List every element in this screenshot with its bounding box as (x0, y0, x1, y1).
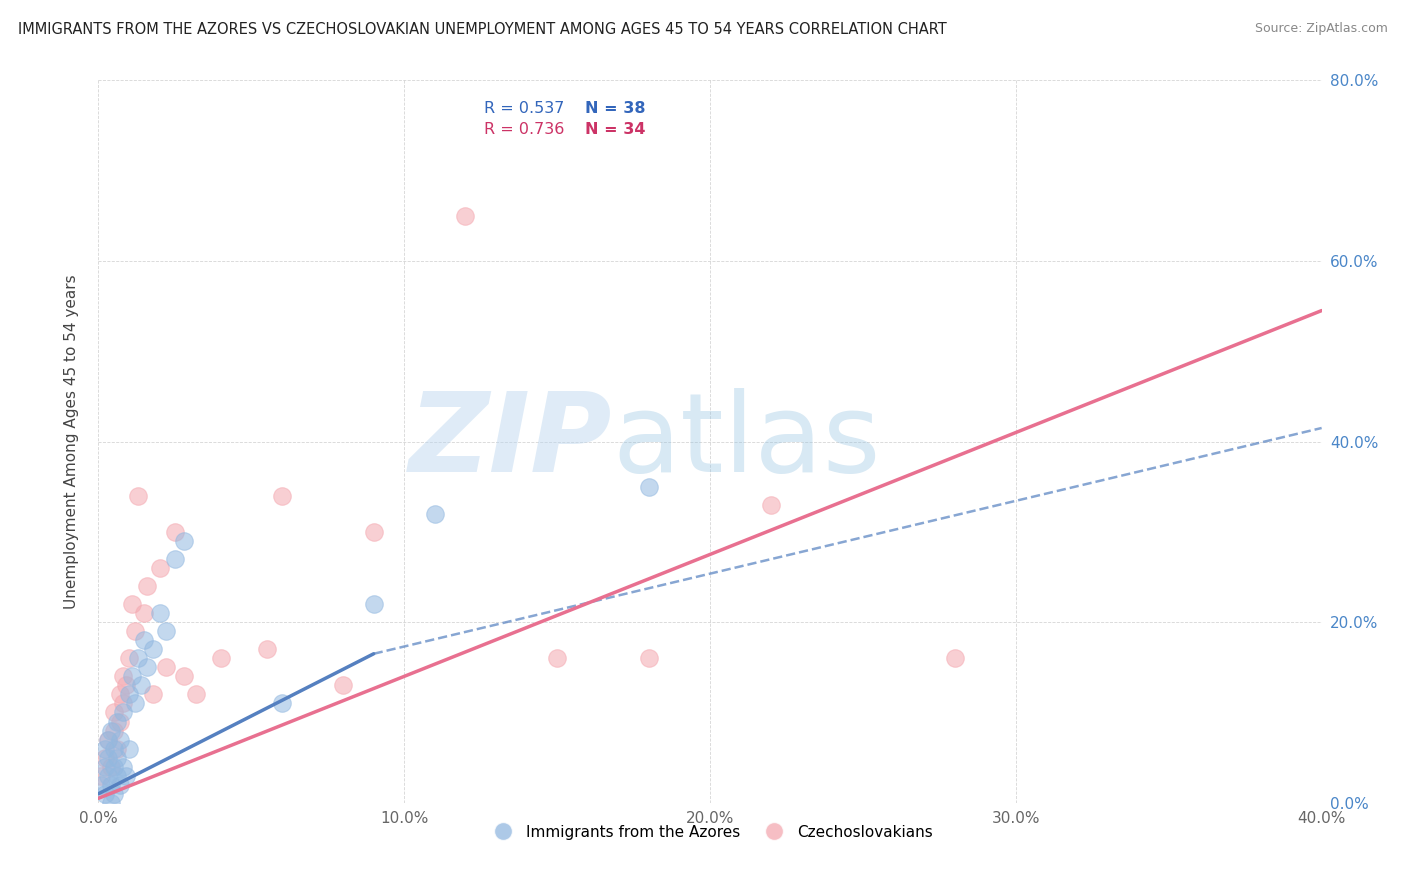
Point (454, 209, 477, 223)
Point (759, 498, 782, 512)
Point (100, 778, 122, 792)
Point (93, 760, 115, 774)
Point (149, 561, 172, 575)
Point (118, 687, 141, 701)
Point (121, 597, 143, 611)
Point (108, 778, 131, 792)
Text: Source: ZipAtlas.com: Source: ZipAtlas.com (1254, 22, 1388, 36)
Point (134, 633, 156, 648)
Point (270, 489, 292, 503)
Point (103, 787, 125, 801)
Point (111, 706, 134, 720)
Point (546, 651, 568, 665)
Point (121, 669, 143, 683)
Point (124, 624, 146, 639)
Point (129, 678, 152, 692)
Point (163, 552, 186, 566)
Point (105, 714, 128, 729)
Point (90, 769, 112, 783)
Point (93, 750, 115, 764)
Point (149, 606, 172, 620)
Point (97, 732, 120, 747)
Point (105, 741, 128, 756)
Point (209, 651, 232, 665)
Point (115, 678, 138, 692)
Text: N = 34: N = 34 (585, 122, 645, 137)
Point (105, 769, 128, 783)
Point (256, 642, 278, 657)
Point (103, 723, 125, 738)
Point (136, 579, 159, 593)
Point (97, 769, 120, 783)
Point (100, 760, 122, 774)
Point (155, 624, 177, 639)
Point (108, 714, 131, 729)
Point (124, 697, 146, 711)
Text: atlas: atlas (612, 388, 880, 495)
Point (103, 706, 125, 720)
Point (127, 489, 149, 503)
Legend: Immigrants from the Azores, Czechoslovakians: Immigrants from the Azores, Czechoslovak… (482, 819, 938, 846)
Point (100, 723, 122, 738)
Point (93, 787, 115, 801)
Point (118, 651, 141, 665)
Point (115, 769, 138, 783)
Point (637, 480, 661, 494)
Text: R = 0.736: R = 0.736 (484, 122, 564, 137)
Point (155, 660, 177, 674)
Point (363, 524, 385, 539)
Point (97, 750, 120, 764)
Point (103, 760, 125, 774)
Point (163, 524, 186, 539)
Point (111, 669, 134, 683)
Point (111, 760, 134, 774)
Point (332, 678, 354, 692)
Point (363, 597, 385, 611)
Point (103, 741, 125, 756)
Point (270, 697, 292, 711)
Y-axis label: Unemployment Among Ages 45 to 54 years: Unemployment Among Ages 45 to 54 years (65, 274, 79, 609)
Point (108, 732, 131, 747)
Point (186, 687, 208, 701)
Point (637, 651, 661, 665)
Text: R = 0.537: R = 0.537 (484, 101, 564, 116)
Text: N = 38: N = 38 (585, 101, 645, 116)
Point (108, 687, 131, 701)
Point (111, 697, 134, 711)
Point (93, 741, 115, 756)
Point (134, 606, 156, 620)
Point (142, 687, 165, 701)
Point (100, 796, 122, 810)
Point (423, 507, 446, 521)
Point (118, 741, 141, 756)
Text: ZIP: ZIP (409, 388, 612, 495)
Point (127, 651, 149, 665)
Point (943, 651, 966, 665)
Point (173, 669, 195, 683)
Point (105, 750, 128, 764)
Point (97, 732, 120, 747)
Point (90, 778, 112, 792)
Point (173, 533, 195, 548)
Text: IMMIGRANTS FROM THE AZORES VS CZECHOSLOVAKIAN UNEMPLOYMENT AMONG AGES 45 TO 54 Y: IMMIGRANTS FROM THE AZORES VS CZECHOSLOV… (18, 22, 948, 37)
Point (142, 642, 165, 657)
Point (136, 660, 159, 674)
